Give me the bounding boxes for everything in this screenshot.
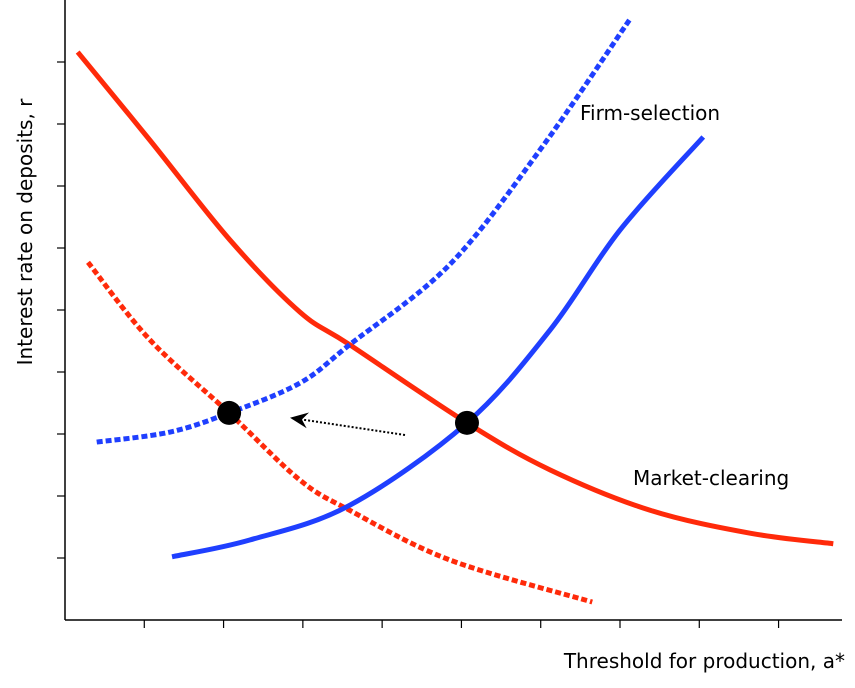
shift-arrow	[290, 412, 406, 436]
x-axis-label: Threshold for production, a*	[563, 649, 845, 673]
curve	[96, 18, 632, 445]
curve	[86, 260, 593, 605]
curve-label: Market-clearing	[633, 466, 789, 490]
y-axis-label: Interest rate on deposits, r	[13, 98, 37, 366]
curve	[75, 50, 834, 547]
curve	[171, 135, 706, 560]
curve-label: Firm-selection	[580, 101, 720, 125]
equilibrium-point	[454, 410, 479, 435]
equilibrium-point	[217, 400, 242, 425]
